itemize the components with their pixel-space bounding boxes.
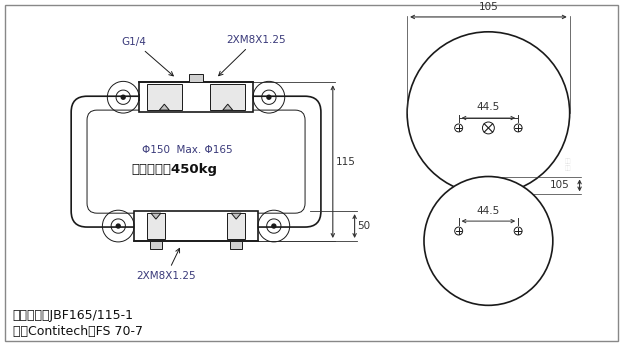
Circle shape: [272, 224, 276, 228]
Text: SHANGHAI SONA SHOCK  ABSORBER CO., LTD: SHANGHAI SONA SHOCK ABSORBER CO., LTD: [164, 166, 308, 171]
Bar: [147, 213, 165, 239]
Text: 2XM8X1.25: 2XM8X1.25: [219, 35, 285, 76]
Bar: [227, 213, 245, 239]
Bar: [147, 84, 182, 110]
Circle shape: [424, 177, 553, 305]
Polygon shape: [223, 104, 233, 110]
Circle shape: [267, 95, 271, 99]
Circle shape: [455, 124, 463, 132]
Text: 105: 105: [478, 2, 498, 12]
Bar: [189, 74, 204, 82]
Text: 最大承载：450kg: 最大承载：450kg: [131, 163, 217, 176]
Text: Φ150  Max. Φ165: Φ150 Max. Φ165: [141, 145, 232, 155]
Circle shape: [117, 224, 120, 228]
Text: 44.5: 44.5: [477, 206, 500, 216]
Polygon shape: [231, 213, 241, 219]
Bar: [150, 241, 162, 249]
Circle shape: [407, 32, 569, 194]
Text: G1/4: G1/4: [121, 37, 173, 76]
Circle shape: [514, 227, 522, 235]
FancyBboxPatch shape: [71, 96, 321, 227]
Circle shape: [514, 124, 522, 132]
Text: 微信
扫描: 微信 扫描: [564, 158, 571, 171]
Text: 产品型号：JBF165/115-1: 产品型号：JBF165/115-1: [12, 309, 134, 322]
Text: 50: 50: [358, 221, 371, 231]
Text: 2XM8X1.25: 2XM8X1.25: [136, 248, 196, 281]
Bar: [211, 84, 245, 110]
Text: 115: 115: [336, 157, 356, 167]
Bar: [134, 211, 258, 241]
Circle shape: [121, 95, 125, 99]
Polygon shape: [151, 213, 161, 219]
Circle shape: [112, 130, 191, 209]
Bar: [139, 82, 253, 112]
Polygon shape: [159, 104, 169, 110]
Bar: [231, 241, 242, 249]
Text: 105: 105: [550, 180, 569, 190]
Circle shape: [455, 227, 463, 235]
Text: 对应Contitech：FS 70-7: 对应Contitech：FS 70-7: [12, 324, 143, 338]
Text: 联系电话：1539185500  021-61559011, QQ：1516483116: 联系电话：1539185500 021-61559011, QQ：1516483…: [163, 175, 308, 180]
Text: 上海松夏减震器有限公司: 上海松夏减震器有限公司: [197, 150, 274, 163]
Circle shape: [482, 122, 494, 134]
Text: 44.5: 44.5: [477, 102, 500, 112]
